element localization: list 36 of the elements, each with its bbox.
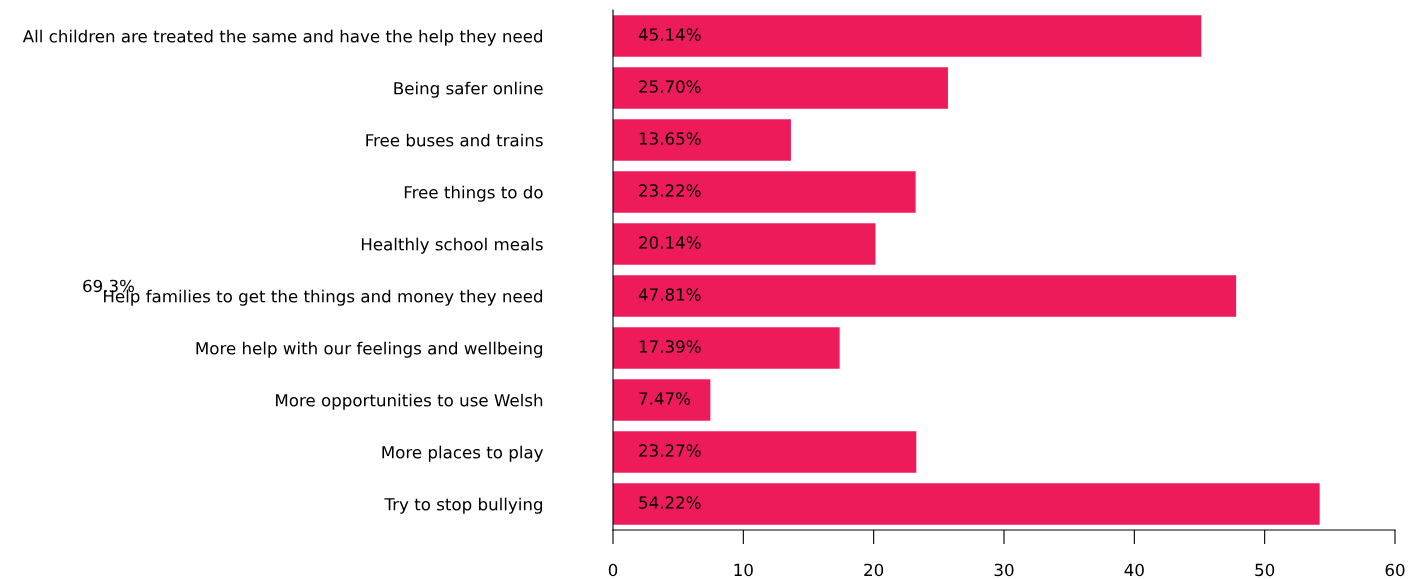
x-tick-label: 20 — [864, 563, 884, 577]
y-tick-label: Being safer online — [394, 81, 543, 98]
y-tick-label: Free buses and trains — [366, 133, 543, 147]
bar — [613, 483, 1320, 525]
x-tick-label: 50 — [1255, 563, 1275, 577]
y-tick-label: Free things to do — [404, 185, 543, 202]
x-tick-label: 10 — [734, 563, 753, 577]
data-label: 47.81% — [638, 288, 701, 301]
bar — [613, 171, 916, 213]
data-label: 23.27% — [639, 444, 701, 457]
y-tick-label: Healthly school meals — [361, 237, 543, 254]
y-tick-label: More help with our feelings and wellbeing — [196, 341, 543, 358]
data-label: 7.47% — [639, 392, 691, 405]
data-label: 23.22% — [639, 184, 701, 197]
y-tick-label: Try to stop bullying — [384, 497, 543, 514]
data-label: 54.22% — [639, 496, 701, 509]
data-label: 45.14% — [638, 28, 701, 41]
bar — [613, 223, 876, 265]
data-label: 13.65% — [639, 132, 701, 145]
y-tick-label: More opportunities to use Welsh — [276, 393, 543, 410]
x-tick-label: 30 — [994, 563, 1014, 577]
data-label: 17.39% — [639, 340, 701, 353]
bar — [613, 431, 917, 473]
bar — [613, 15, 1202, 57]
bar — [613, 67, 948, 109]
bar — [613, 379, 711, 421]
bar — [613, 275, 1237, 317]
y-tick-label: All children are treated the same and have the help they need — [22, 29, 543, 46]
bar — [613, 119, 791, 161]
x-tick-label: 0 — [608, 563, 618, 577]
x-tick-label: 40 — [1124, 563, 1144, 577]
bar — [613, 327, 840, 369]
x-tick-label: 60 — [1385, 563, 1405, 577]
data-label: 20.14% — [639, 236, 701, 249]
y-tick-label: More places to play — [382, 445, 544, 462]
data-label: 25.70% — [639, 80, 701, 93]
